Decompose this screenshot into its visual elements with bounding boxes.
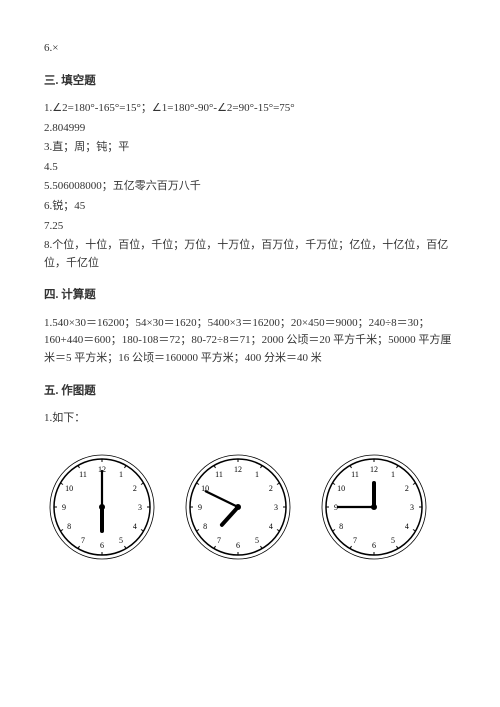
svg-text:2: 2 [405, 484, 409, 493]
svg-text:11: 11 [351, 471, 359, 480]
svg-text:10: 10 [65, 484, 73, 493]
svg-text:1: 1 [255, 471, 259, 480]
svg-text:8: 8 [339, 522, 343, 531]
s3-item: 7.25 [44, 218, 456, 236]
svg-text:2: 2 [133, 484, 137, 493]
svg-text:11: 11 [79, 471, 87, 480]
svg-text:4: 4 [133, 522, 137, 531]
clock-3: 123456789101112 [320, 453, 428, 561]
svg-text:3: 3 [138, 503, 142, 512]
svg-text:11: 11 [215, 471, 223, 480]
s3-item: 5.506008000；五亿零六百万八千 [44, 178, 456, 196]
s3-item: 3.直；周；钝；平 [44, 139, 456, 157]
svg-text:4: 4 [405, 522, 409, 531]
svg-text:8: 8 [67, 522, 71, 531]
s3-item: 2.804999 [44, 120, 456, 138]
section-3-title: 三. 填空题 [44, 72, 456, 90]
svg-text:3: 3 [410, 503, 414, 512]
svg-text:3: 3 [274, 503, 278, 512]
clock-2: 123456789101112 [184, 453, 292, 561]
svg-text:12: 12 [370, 465, 378, 474]
svg-text:5: 5 [391, 536, 395, 545]
svg-text:4: 4 [269, 522, 273, 531]
svg-text:8: 8 [203, 522, 207, 531]
svg-text:5: 5 [119, 536, 123, 545]
answer-line: 6.× [44, 40, 456, 58]
section-5-title: 五. 作图题 [44, 382, 456, 400]
clocks-row: 123456789101112 123456789101112 12345678… [48, 453, 456, 561]
svg-text:7: 7 [353, 536, 357, 545]
section-3-body: 1.∠2=180°-165°=15°；∠1=180°-90°-∠2=90°-15… [44, 100, 456, 272]
s3-item: 8.个位，十位，百位，千位；万位，十万位，百万位，千万位；亿位，十亿位，百亿位，… [44, 237, 456, 272]
section-4-title: 四. 计算题 [44, 286, 456, 304]
svg-text:1: 1 [391, 471, 395, 480]
svg-text:6: 6 [372, 541, 376, 550]
clock-1: 123456789101112 [48, 453, 156, 561]
svg-text:2: 2 [269, 484, 273, 493]
section-5-item: 1.如下： [44, 410, 456, 428]
s3-item: 4.5 [44, 159, 456, 177]
svg-text:6: 6 [100, 541, 104, 550]
svg-text:12: 12 [234, 465, 242, 474]
svg-text:9: 9 [198, 503, 202, 512]
s3-item: 1.∠2=180°-165°=15°；∠1=180°-90°-∠2=90°-15… [44, 100, 456, 118]
svg-text:7: 7 [81, 536, 85, 545]
svg-text:10: 10 [337, 484, 345, 493]
s3-item: 6.锐；45 [44, 198, 456, 216]
section-4-body: 1.540×30＝16200；54×30＝1620；5400×3＝16200；2… [44, 315, 456, 368]
svg-text:6: 6 [236, 541, 240, 550]
svg-text:1: 1 [119, 471, 123, 480]
svg-text:5: 5 [255, 536, 259, 545]
svg-text:9: 9 [62, 503, 66, 512]
svg-text:7: 7 [217, 536, 221, 545]
